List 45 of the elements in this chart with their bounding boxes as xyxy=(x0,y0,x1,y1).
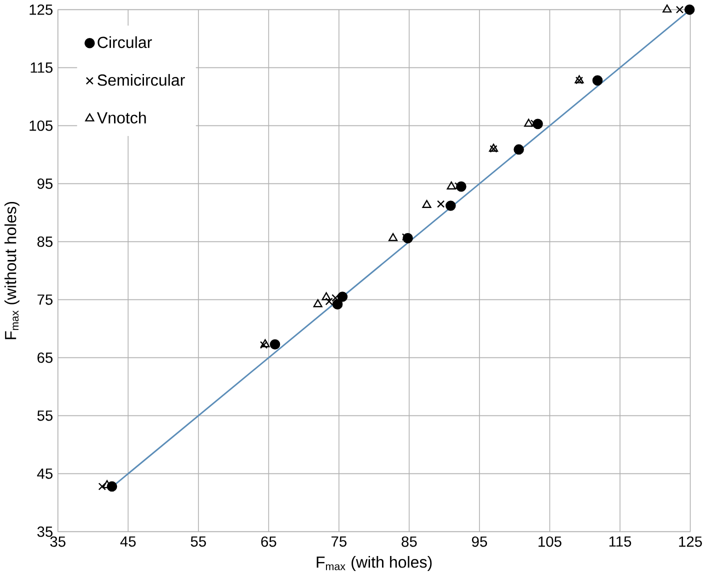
point xyxy=(332,298,343,310)
y-tick-label: 125 xyxy=(30,4,53,15)
y-tick-label: 85 xyxy=(37,236,53,247)
y-tick-label: 115 xyxy=(30,62,53,73)
x-tick-label: 35 xyxy=(50,536,66,547)
point xyxy=(514,144,524,154)
point xyxy=(337,291,348,302)
legend-label: Semicircular xyxy=(98,74,185,86)
point xyxy=(422,200,432,208)
point xyxy=(260,338,270,348)
y-tick-label: 75 xyxy=(38,294,53,305)
point xyxy=(437,200,445,208)
y-tick-label: 45 xyxy=(37,468,53,479)
x-tick-label: 125 xyxy=(679,536,702,547)
x-tick-label: 55 xyxy=(190,536,206,546)
point xyxy=(524,118,534,127)
point xyxy=(676,6,684,14)
y-tick-label: 95 xyxy=(37,178,53,189)
x-tick-label: 95 xyxy=(472,536,488,547)
x-axis-title: F$_{max}$ (with holes) xyxy=(316,556,432,571)
point xyxy=(98,482,106,490)
point xyxy=(270,338,280,350)
point xyxy=(260,340,268,349)
x-tick-label: 45 xyxy=(120,536,136,546)
point xyxy=(446,181,456,190)
x-tick-label: 115 xyxy=(609,536,632,546)
y-axis-title: F$_{max}$ (without holes) xyxy=(4,202,20,339)
point xyxy=(662,4,672,12)
point xyxy=(592,75,603,86)
point xyxy=(388,232,398,241)
y-tick-label: 35 xyxy=(37,526,53,537)
point xyxy=(322,292,331,300)
legend-label: Vnotch xyxy=(96,112,146,124)
y-tick-label: 55 xyxy=(37,410,53,421)
x-tick-label: 65 xyxy=(261,536,276,547)
point xyxy=(446,200,456,211)
y-tick-label: 105 xyxy=(30,120,53,131)
x-tick-label: 85 xyxy=(402,536,417,547)
point xyxy=(325,297,333,306)
x-tick-label: 75 xyxy=(332,536,346,546)
y-tick-label: 65 xyxy=(38,352,53,363)
legend-label: Circular xyxy=(98,36,152,48)
x-tick-label: 105 xyxy=(538,536,562,547)
point xyxy=(332,294,340,302)
point xyxy=(313,298,322,307)
